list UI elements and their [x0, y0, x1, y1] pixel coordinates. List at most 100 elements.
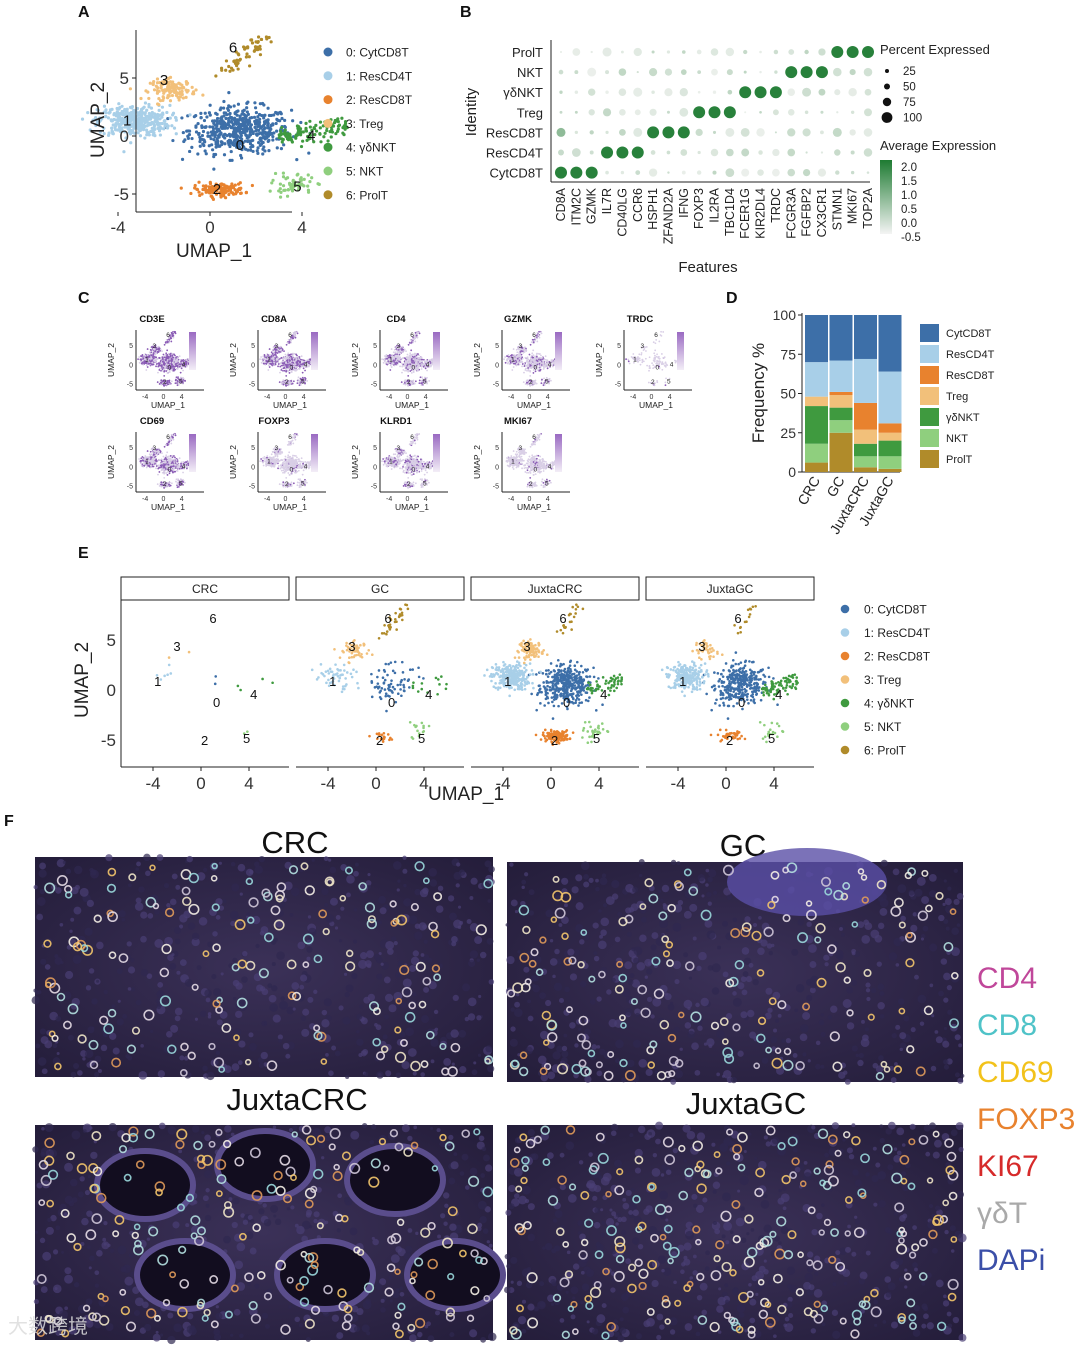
feature-ylabel: UMAP_2 — [228, 343, 238, 377]
color-legend: 2.01.51.00.50.0-0.5 — [901, 162, 921, 244]
umap-point-c0 — [228, 144, 232, 149]
umap-point-c0 — [260, 132, 264, 136]
umap-point-c3 — [168, 75, 173, 79]
dotplot-ylabel: Identity — [463, 87, 480, 136]
feature-point — [280, 364, 283, 367]
feature-point — [168, 371, 171, 374]
dotplot-dot — [633, 127, 643, 137]
feature-point — [295, 366, 297, 368]
feature-point — [166, 372, 169, 374]
umap-a-ytick: -5 — [114, 185, 129, 204]
feature-point — [286, 361, 289, 364]
umap-point-c0 — [243, 120, 247, 125]
feature-point — [272, 351, 275, 354]
color-legend-label: 0.0 — [901, 218, 917, 230]
umap-point-c0 — [220, 126, 224, 130]
umap-point-c0 — [257, 141, 261, 145]
feature-point — [301, 371, 304, 374]
dotplot-dot — [559, 90, 563, 94]
umap-point-c0 — [240, 147, 244, 152]
feature-point — [271, 348, 274, 351]
feature-point — [407, 370, 410, 372]
feature-point — [413, 361, 416, 364]
feature-point — [288, 353, 291, 356]
umap-point-c1 — [131, 115, 135, 120]
feature-point — [152, 355, 155, 358]
umap-point-c0 — [263, 149, 267, 153]
umap-point-c4 — [280, 125, 284, 130]
umap-point-c0 — [171, 138, 175, 143]
umap-point-c1 — [110, 126, 114, 130]
umap-point-c6 — [236, 67, 240, 71]
feature-cluster-label: 1 — [145, 356, 149, 363]
dotplot-dot — [710, 148, 719, 157]
umap-point-c0 — [244, 133, 249, 138]
feature-point — [282, 360, 285, 363]
umap-point-c4 — [325, 128, 329, 133]
panel-label-d: D — [726, 290, 738, 307]
feature-point — [174, 382, 177, 385]
umap-point-c1 — [174, 116, 178, 120]
dotplot-dot — [666, 110, 670, 114]
feature-point — [295, 368, 298, 371]
dotplot-dot — [679, 107, 689, 117]
umap-point-c5 — [278, 187, 282, 191]
umap-point-c2 — [203, 188, 207, 192]
feature-point — [287, 356, 290, 358]
dotplot-dot — [712, 90, 717, 94]
umap-point-c0 — [212, 167, 216, 171]
dotplot-dot — [772, 109, 779, 116]
umap-point-c0 — [233, 138, 237, 143]
feature-point — [171, 354, 174, 357]
dotplot-dot — [633, 87, 643, 97]
umap-point-c0 — [225, 126, 230, 130]
umap-point-c3 — [162, 96, 166, 100]
umap-point-c0 — [228, 111, 232, 116]
umap-point-c5 — [317, 182, 321, 186]
feature-point — [290, 371, 293, 374]
umap-point-c6 — [254, 46, 258, 50]
dotplot-dot — [693, 106, 706, 119]
umap-point-c6 — [256, 40, 260, 44]
feature-point — [404, 369, 406, 372]
umap-point-c0 — [251, 138, 255, 142]
feature-point — [162, 353, 165, 356]
umap-point-c0 — [222, 153, 227, 157]
feature-point — [392, 355, 395, 358]
umap-point-c0 — [283, 125, 287, 129]
umap-point-c4 — [318, 120, 323, 124]
feature-point — [410, 372, 413, 374]
umap-point-c4 — [299, 144, 304, 149]
dotplot-dot — [757, 169, 764, 176]
umap-point-c5 — [306, 184, 310, 188]
umap-point-c5 — [281, 184, 286, 188]
umap-point-c1 — [150, 110, 154, 115]
umap-cluster-label: 3 — [160, 72, 168, 89]
umap-point-c0 — [246, 112, 250, 116]
umap-point-c0 — [219, 132, 223, 136]
dotplot-dot — [787, 128, 796, 137]
umap-point-c0 — [225, 113, 229, 117]
feature-point — [413, 355, 416, 358]
umap-point-c0 — [266, 123, 270, 128]
feature-point — [279, 365, 282, 368]
dotplot-feature: ZFAND2A — [661, 187, 675, 244]
feature-point — [296, 382, 299, 385]
feature-point — [158, 364, 161, 367]
dotplot-dot — [756, 128, 765, 137]
feature-point — [292, 380, 295, 383]
feature-point — [166, 349, 169, 352]
feature-colorbar — [311, 332, 318, 370]
feature-point — [410, 353, 413, 356]
dotplot-dot — [696, 49, 702, 55]
feature-point — [296, 332, 299, 335]
umap-point-c1 — [143, 124, 147, 129]
dotplot-dot — [773, 49, 779, 55]
feature-point — [402, 369, 405, 371]
dotplot-dot — [788, 49, 795, 55]
umap-point-c5 — [278, 195, 283, 199]
umap-point-c1 — [152, 115, 156, 119]
feature-point — [291, 361, 294, 364]
dotplot-dot — [605, 90, 609, 94]
dotplot-dot — [647, 126, 660, 139]
